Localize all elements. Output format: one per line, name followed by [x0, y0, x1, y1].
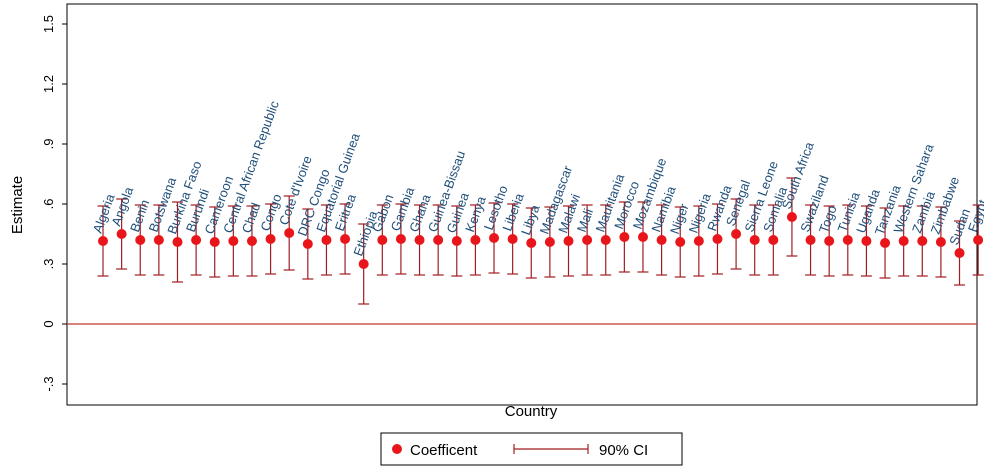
y-axis: -.3 0 .3 .6 .9 1.2 1.5: [41, 15, 67, 392]
coefficient-point: [898, 236, 909, 246]
coefficient-point: [731, 229, 742, 239]
coefficient-point: [209, 237, 220, 247]
coefficient-point: [228, 236, 239, 246]
coefficient-point: [880, 238, 891, 248]
coefficient-point: [451, 236, 462, 246]
coefficient-point: [433, 235, 444, 245]
coefficient-point: [172, 237, 183, 247]
coefficient-point: [712, 234, 723, 244]
confidence-intervals: [97, 177, 984, 305]
coefficient-point: [544, 237, 555, 247]
coefficient-point: [675, 237, 686, 247]
coefficient-point: [116, 229, 127, 239]
coefficient-point: [153, 235, 164, 245]
coefficient-point: [768, 235, 779, 245]
y-tick-label: 1.2: [41, 75, 56, 93]
legend-ci-marker: [513, 444, 589, 454]
coefficient-point: [246, 236, 257, 246]
coefficient-point: [302, 239, 313, 249]
coefficient-point: [842, 235, 853, 245]
coefficient-point: [470, 235, 481, 245]
coefficient-point: [414, 235, 425, 245]
coefficient-point: [954, 248, 965, 258]
coefficient-point: [135, 235, 146, 245]
y-axis-title: Estimate: [9, 176, 26, 234]
coefficient-point: [693, 236, 704, 246]
coefficient-point: [98, 236, 108, 246]
legend-coefficient-label: Coefficent: [410, 442, 478, 459]
y-tick-label: 0: [41, 320, 56, 327]
coefficient-point: [637, 232, 648, 242]
y-tick-label: .3: [41, 259, 56, 270]
coefficient-point: [824, 236, 835, 246]
legend: Coefficent 90% CI: [380, 432, 683, 466]
coefficient-point: [284, 228, 295, 238]
y-tick-label: 1.5: [41, 15, 56, 33]
coefficient-point: [619, 232, 630, 242]
x-axis-title: Country: [505, 403, 558, 420]
legend-ci-label: 90% CI: [599, 442, 648, 459]
y-tick-label: -.3: [41, 376, 56, 391]
y-tick-label: .6: [41, 199, 56, 210]
coefficient-point: [265, 234, 276, 244]
coefficient-point: [600, 235, 611, 245]
coefficient-point: [656, 235, 667, 245]
coefficient-point: [563, 236, 574, 246]
coefficient-point: [786, 212, 797, 222]
coefficient-points: [98, 212, 984, 269]
coefficient-point: [507, 234, 518, 244]
coefficient-point: [489, 233, 500, 243]
coefficient-point: [805, 235, 816, 245]
coefficient-point: [377, 235, 388, 245]
coefficient-point: [973, 235, 984, 245]
legend-coefficient-marker: [392, 444, 402, 454]
coefficient-point: [935, 237, 946, 247]
coefficient-point: [861, 236, 872, 246]
coefficient-point: [321, 235, 332, 245]
coefficient-point: [191, 235, 202, 245]
coefficient-point: [340, 234, 351, 244]
plot-area: [66, 3, 978, 406]
coefficient-point: [917, 236, 928, 246]
coefficient-point: [395, 234, 406, 244]
coefficient-point: [749, 235, 760, 245]
coefficient-point: [582, 235, 593, 245]
coefficient-point: [358, 259, 369, 269]
coefficient-point: [526, 238, 537, 248]
y-tick-label: .9: [41, 139, 56, 150]
